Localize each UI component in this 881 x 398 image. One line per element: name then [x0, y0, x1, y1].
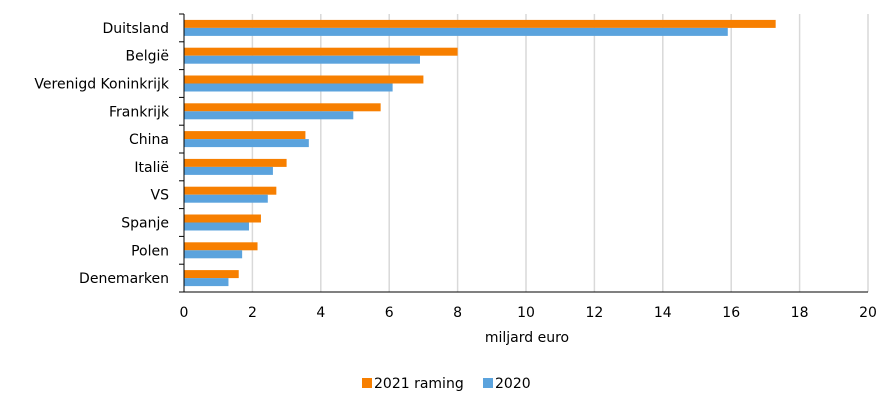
axes	[179, 13, 868, 293]
category-label: Frankrijk	[109, 104, 170, 120]
bar-series2-8	[184, 250, 243, 259]
bar-series1-8	[184, 242, 258, 251]
category-label: Duitsland	[102, 21, 169, 37]
bars	[184, 19, 776, 287]
x-tick-label: 20	[859, 305, 877, 321]
category-label: China	[129, 132, 169, 148]
x-tick-label: 0	[180, 305, 189, 321]
bar-series1-2	[184, 75, 424, 84]
bar-series2-2	[184, 83, 393, 92]
x-tick-label: 12	[585, 305, 603, 321]
x-tick-label: 4	[316, 305, 325, 321]
x-tick-label: 14	[654, 305, 672, 321]
x-axis-title: miljard euro	[485, 330, 569, 346]
x-tick-label: 16	[722, 305, 740, 321]
legend-swatch	[483, 378, 493, 388]
category-label: VS	[151, 188, 170, 204]
bar-series1-1	[184, 47, 458, 56]
category-label: Denemarken	[79, 271, 169, 287]
labels: Duitsland België Verenigd Koninkrijk Frankr…	[34, 21, 877, 321]
x-tick-label: 18	[791, 305, 809, 321]
category-label: Italië	[134, 160, 169, 176]
bar-series2-0	[184, 27, 728, 36]
x-tick-label: 6	[385, 305, 394, 321]
legend: 2021 raming 2020	[362, 376, 531, 392]
x-tick-label: 10	[517, 305, 535, 321]
bar-series2-7	[184, 222, 249, 231]
category-label: Verenigd Koninkrijk	[34, 77, 169, 93]
category-label: Spanje	[121, 216, 169, 232]
bar-series2-4	[184, 139, 309, 148]
bar-series2-5	[184, 166, 273, 175]
x-tick-label: 2	[248, 305, 257, 321]
bar-series1-9	[184, 270, 239, 279]
bar-series1-7	[184, 214, 261, 223]
bar-series2-3	[184, 111, 354, 120]
bar-series1-6	[184, 186, 277, 195]
legend-label: 2021 raming	[374, 376, 464, 392]
bar-series2-6	[184, 194, 268, 203]
category-label: Polen	[131, 243, 169, 259]
bar-series1-5	[184, 158, 287, 167]
category-label: België	[126, 49, 170, 65]
bar-series1-0	[184, 19, 776, 28]
bar-series2-9	[184, 278, 229, 287]
legend-label: 2020	[495, 376, 531, 392]
x-tick-label: 8	[453, 305, 462, 321]
bar-series2-1	[184, 55, 420, 64]
legend-swatch	[362, 378, 372, 388]
bar-series1-4	[184, 131, 306, 140]
bar-series1-3	[184, 103, 381, 112]
